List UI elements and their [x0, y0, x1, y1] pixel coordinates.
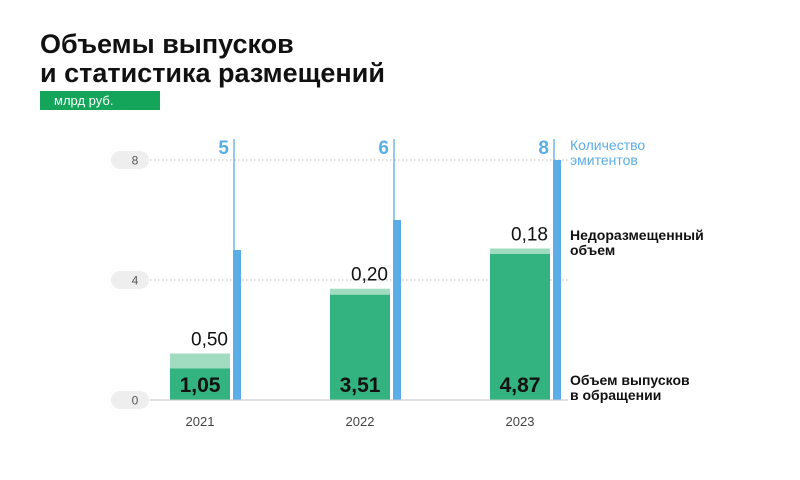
bar-volume — [170, 368, 230, 400]
legend-issue-volume: Объем выпусков в обращении — [570, 373, 690, 403]
bar-unplaced — [330, 288, 390, 295]
unplaced-value-label: 0,18 — [511, 225, 548, 246]
volume-value-label: 1,05 — [180, 374, 221, 397]
bar-volume — [490, 253, 550, 400]
bar-unplaced — [170, 353, 230, 369]
y-tick-pill — [111, 271, 149, 289]
bar-issuers — [553, 160, 561, 400]
y-tick-label: 0 — [132, 394, 139, 408]
issuers-value-label: 8 — [538, 138, 549, 159]
y-tick-pill — [111, 391, 149, 409]
volume-value-label: 3,51 — [340, 374, 381, 397]
y-tick-pill — [111, 151, 149, 169]
issuers-value-label: 5 — [218, 138, 229, 159]
chart-title-line-2: и статистика размещений — [40, 58, 385, 88]
bar-issuers — [233, 250, 241, 400]
legend-issuers-count: Количество эмитентов — [570, 138, 645, 168]
legend-issuers-line-2: эмитентов — [570, 152, 638, 168]
bar-unplaced — [490, 248, 550, 254]
legend-unplaced-line-2: объем — [570, 242, 616, 258]
x-tick-label: 2022 — [346, 414, 375, 429]
legend-volume-line-1: Объем выпусков — [570, 372, 690, 388]
legend-issuers-line-1: Количество — [570, 137, 646, 153]
unplaced-value-label: 0,20 — [351, 265, 388, 286]
legend-volume-line-2: в обращении — [570, 387, 662, 403]
bar-volume — [330, 294, 390, 400]
bar-issuers — [393, 220, 401, 400]
y-tick-label: 4 — [132, 274, 139, 288]
issuers-value-label: 6 — [378, 138, 389, 159]
legend-unplaced-volume: Недоразмещенный объем — [570, 228, 704, 258]
unit-badge: млрд руб. — [40, 91, 160, 110]
unplaced-value-label: 0,50 — [191, 330, 228, 351]
x-tick-label: 2023 — [506, 414, 535, 429]
y-tick-label: 8 — [132, 154, 139, 168]
chart-title: Объемы выпусков и статистика размещений — [40, 30, 385, 88]
volume-value-label: 4,87 — [500, 374, 541, 397]
legend-unplaced-line-1: Недоразмещенный — [570, 227, 704, 243]
x-tick-label: 2021 — [186, 414, 215, 429]
chart-title-line-1: Объемы выпусков — [40, 29, 294, 59]
